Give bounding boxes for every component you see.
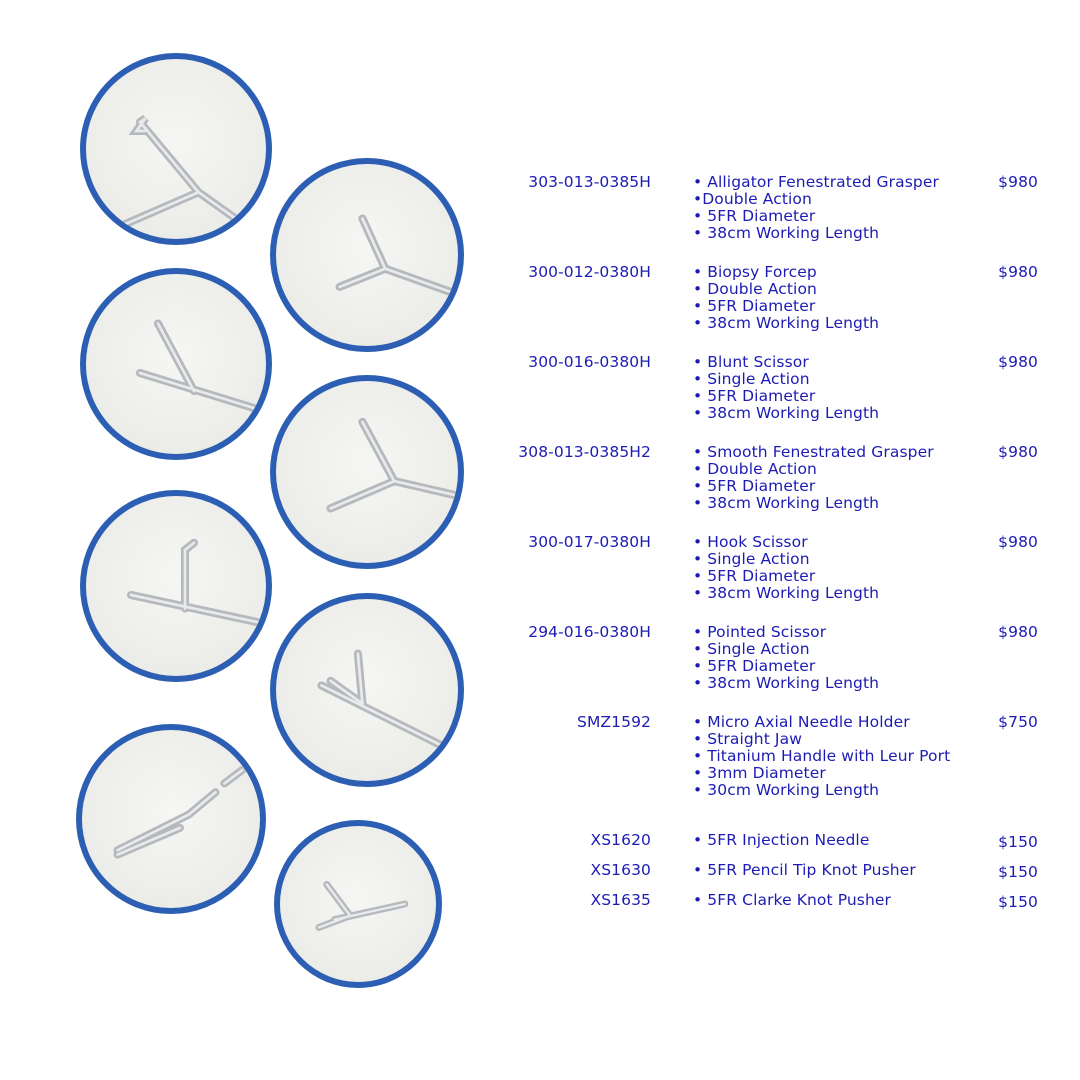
product-price: $150 [998,833,1038,851]
hook-scissor-image [80,490,272,682]
feature-bullet: • 38cm Working Length [693,674,880,692]
product-code: 303-013-0385H [528,173,651,191]
pointed-scissor-image [270,593,464,787]
feature-bullet: • 5FR Diameter [693,567,816,585]
feature-bullet: • Micro Axial Needle Holder [693,713,910,731]
product-code: XS1635 [590,891,651,909]
instrument-illustration [126,538,262,627]
instrument-illustration [335,214,453,296]
feature-bullet: • 5FR Diameter [693,387,816,405]
product-price: $150 [998,893,1038,911]
alligator-fenestrated-grasper-image [80,53,272,245]
feature-bullet: • 5FR Injection Needle [693,831,870,849]
feature-bullet: • Straight Jaw [693,730,802,748]
feature-bullet: • 5FR Clarke Knot Pusher [693,891,892,909]
product-description: • Pointed Scissor • Single Action • 5FR Di… [693,624,879,692]
instrument-illustration [317,649,444,749]
product-code: 300-012-0380H [528,263,651,281]
product-price: $980 [998,623,1038,641]
smooth-fenestrated-grasper-image [270,375,464,569]
instrument-illustration [117,115,244,230]
feature-bullet: • 5FR Diameter [693,297,816,315]
feature-bullet: • Hook Scissor [693,533,808,551]
feature-bullet: • 5FR Pencil Tip Knot Pusher [693,861,916,879]
product-price: $980 [998,533,1038,551]
feature-bullet: • 38cm Working Length [693,224,880,242]
feature-bullet: • Double Action [693,280,817,298]
product-description: • Blunt Scissor • Single Action • 5FR Diam… [693,354,879,422]
product-description: • Alligator Fenestrated Grasper •Double A… [693,174,939,242]
product-code: 294-016-0380H [528,623,651,641]
product-code: SMZ1592 [577,713,651,731]
needle-holder-image [76,724,266,914]
product-description: • Smooth Fenestrated Grasper • Double Act… [693,444,934,512]
product-price: $980 [998,263,1038,281]
feature-bullet: • 5FR Diameter [693,657,816,675]
instrument-illustration [326,417,458,513]
feature-bullet: • Biopsy Forcep [693,263,817,281]
feature-bullet: • Single Action [693,640,810,658]
feature-bullet: • 5FR Diameter [693,477,816,495]
product-code: 300-016-0380H [528,353,651,371]
product-code: 300-017-0380H [528,533,651,551]
product-description: • Micro Axial Needle Holder • Straight Ja… [693,714,950,799]
product-price: $750 [998,713,1038,731]
instrument-illustration [113,766,247,859]
product-description: • 5FR Clarke Knot Pusher [693,892,891,909]
feature-bullet: • 3mm Diameter [693,764,826,782]
product-price: $980 [998,173,1038,191]
product-code: XS1630 [590,861,651,879]
feature-bullet: • 38cm Working Length [693,494,880,512]
feature-bullet: • Single Action [693,370,810,388]
feature-bullet: • 38cm Working Length [693,314,880,332]
feature-bullet: • Titanium Handle with Leur Port [693,747,951,765]
feature-bullet: • 30cm Working Length [693,781,880,799]
product-description: • 5FR Injection Needle [693,832,869,849]
instrument-illustration [315,880,409,931]
feature-bullet: •Double Action [693,190,812,208]
feature-bullet: • 38cm Working Length [693,404,880,422]
feature-bullet: • Pointed Scissor [693,623,827,641]
feature-bullet: • 5FR Diameter [693,207,816,225]
feature-bullet: • Alligator Fenestrated Grasper [693,173,939,191]
biopsy-forcep-image [270,158,464,352]
instrument-illustration [135,319,262,414]
blunt-scissor-image [80,268,272,460]
feature-bullet: • Double Action [693,460,817,478]
product-description: • 5FR Pencil Tip Knot Pusher [693,862,916,879]
feature-bullet: • Smooth Fenestrated Grasper [693,443,934,461]
product-description: • Biopsy Forcep • Double Action • 5FR Diam… [693,264,879,332]
product-price: $150 [998,863,1038,881]
grasper-image [274,820,442,988]
product-description: • Hook Scissor • Single Action • 5FR Diame… [693,534,879,602]
feature-bullet: • 38cm Working Length [693,584,880,602]
product-code: XS1620 [590,831,651,849]
feature-bullet: • Single Action [693,550,810,568]
product-code: 308-013-0385H2 [518,443,651,461]
product-price: $980 [998,443,1038,461]
feature-bullet: • Blunt Scissor [693,353,809,371]
product-price: $980 [998,353,1038,371]
